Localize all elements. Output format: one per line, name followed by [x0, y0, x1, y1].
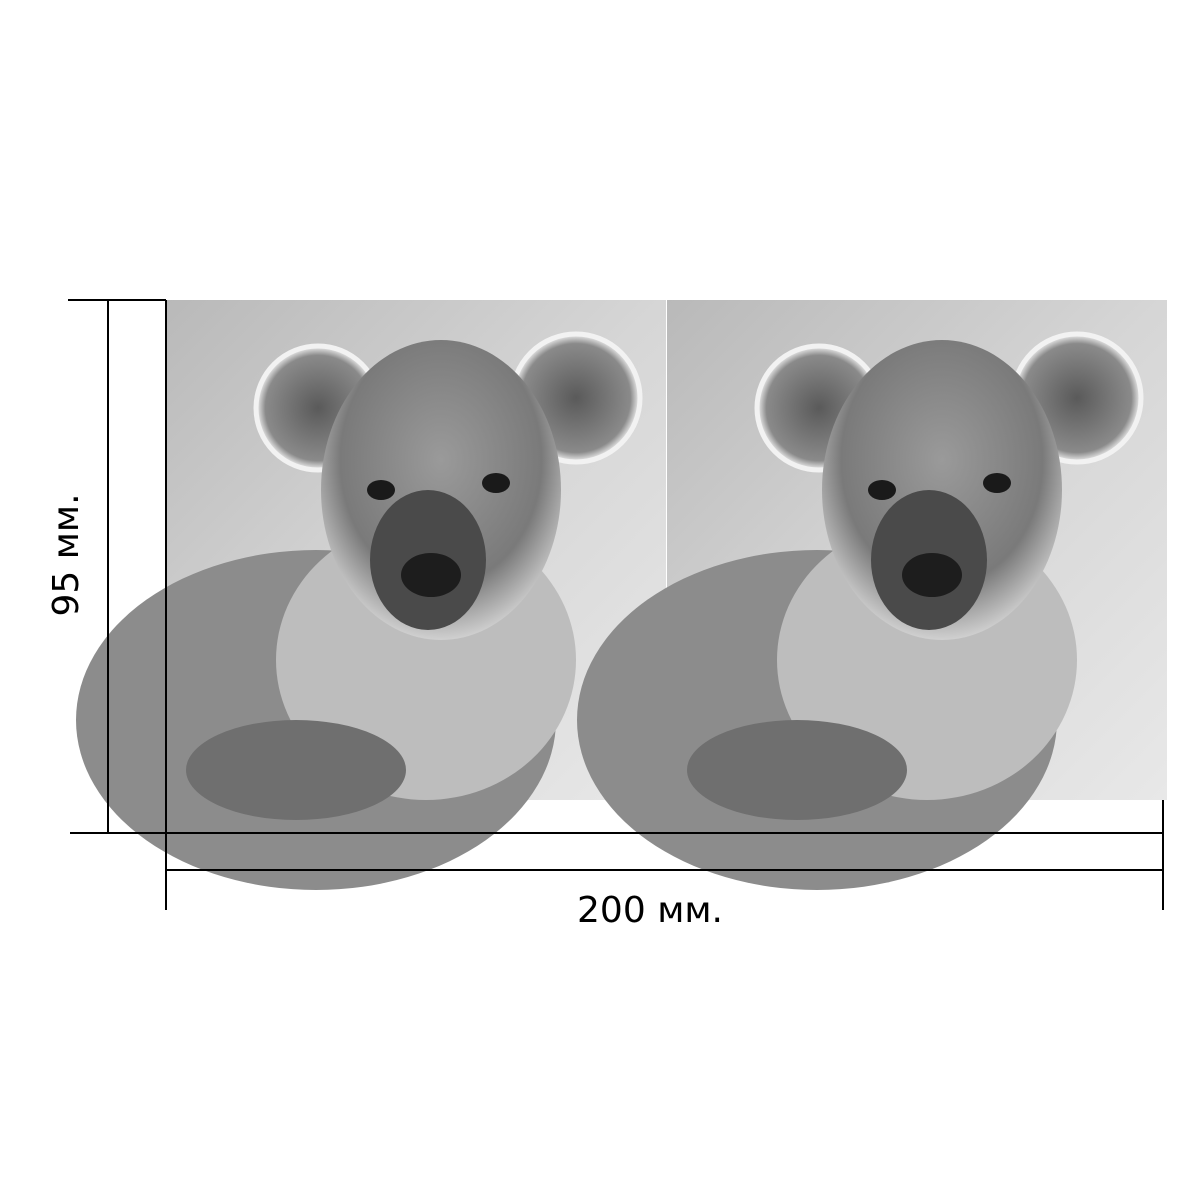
width-dimension: 200 мм. [165, 800, 1164, 931]
product-photo [76, 300, 666, 890]
height-label: 95 мм. [46, 493, 87, 616]
height-dimension: 95 мм. [46, 299, 167, 834]
width-label: 200 мм. [577, 890, 723, 931]
